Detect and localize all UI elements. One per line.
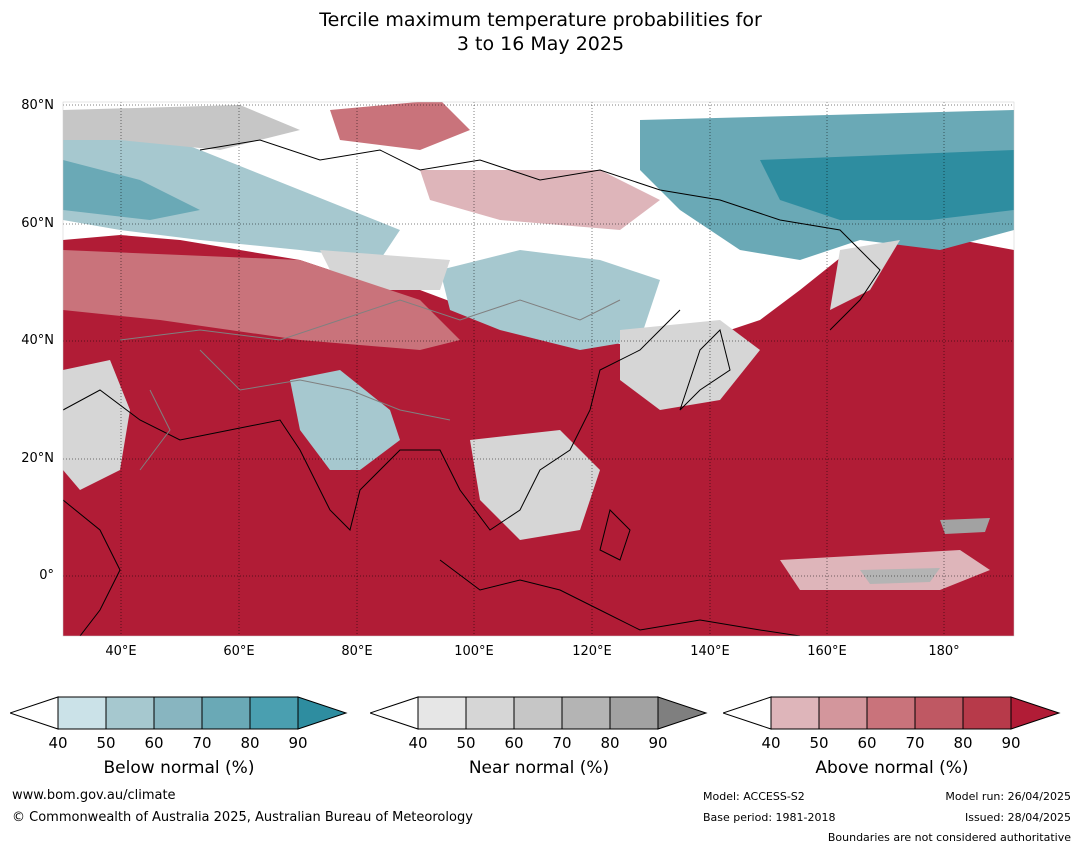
above-swatch-0: [723, 696, 772, 730]
lat-label-20n: 20°N: [21, 451, 54, 466]
lon-label-60e: 60°E: [223, 644, 255, 659]
coastlines: [63, 139, 881, 636]
colorbar-near-label: Near normal (%): [468, 758, 610, 778]
colorbar-near-ticks: 40 50 60 70 80 90: [370, 732, 708, 752]
lon-label-160e: 160°E: [807, 644, 847, 659]
below-swatch-2: [105, 696, 155, 730]
base-period: Base period: 1981-2018: [703, 811, 836, 824]
near-swatch-4: [561, 696, 611, 730]
issued-date: Issued: 28/04/2025: [964, 811, 1071, 824]
near-normal-arabia: [63, 360, 130, 490]
below-normal-east-strong: [760, 150, 1014, 220]
below-swatch-1: [57, 696, 107, 730]
tick-label: 90: [1001, 734, 1021, 752]
near-normal-pacific-2: [940, 518, 990, 534]
below-normal-west: [63, 120, 400, 260]
colorbar-above-ticks: 40 50 60 70 80 90: [723, 732, 1061, 752]
lon-label-100e: 100°E: [454, 644, 494, 659]
above-normal-midband: [63, 250, 460, 350]
copyright-text: © Commonwealth of Australia 2025, Austra…: [12, 810, 473, 825]
tick-label: 40: [48, 734, 68, 752]
tick-label: 70: [192, 734, 212, 752]
colorbar-above-swatches: [723, 696, 1061, 730]
lat-label-60n: 60°N: [21, 216, 54, 231]
tick-label: 70: [905, 734, 925, 752]
chart-title: Tercile maximum temperature probabilitie…: [0, 8, 1081, 56]
tick-label: 50: [809, 734, 829, 752]
colorbar-below-label: Below normal (%): [103, 758, 255, 778]
probability-map: [62, 101, 1015, 637]
tick-label: 70: [552, 734, 572, 752]
above-swatch-4: [914, 696, 964, 730]
near-normal-north: [63, 105, 300, 150]
near-normal-seasia: [470, 430, 600, 540]
tick-label: 60: [857, 734, 877, 752]
tick-label: 80: [600, 734, 620, 752]
tick-label: 90: [648, 734, 668, 752]
near-swatch-3: [513, 696, 563, 730]
tick-label: 60: [504, 734, 524, 752]
below-normal-india: [290, 370, 400, 470]
colorbar-near-normal: 40 50 60 70 80 90 Near normal (%): [370, 696, 708, 778]
tick-label: 60: [144, 734, 164, 752]
tick-label: 40: [761, 734, 781, 752]
below-normal-west-strong: [63, 160, 200, 220]
below-swatch-0: [10, 696, 59, 730]
country-borders: [119, 299, 621, 471]
above-swatch-6: [1010, 696, 1061, 730]
colorbar-below-ticks: 40 50 60 70 80 90: [10, 732, 348, 752]
above-swatch-2: [818, 696, 868, 730]
tick-label: 80: [953, 734, 973, 752]
colorbar-below-swatches: [10, 696, 348, 730]
tick-label: 80: [240, 734, 260, 752]
below-swatch-3: [153, 696, 203, 730]
lon-label-80e: 80°E: [341, 644, 373, 659]
above-swatch-5: [962, 696, 1012, 730]
near-normal-japan: [620, 320, 760, 410]
colorbar-near-swatches: [370, 696, 708, 730]
graticule: [63, 102, 1014, 636]
model-run-date: Model run: 26/04/2025: [945, 790, 1071, 803]
below-swatch-4: [201, 696, 251, 730]
lon-label-180: 180°: [928, 644, 960, 659]
map-area: 80°N 60°N 40°N 20°N 0° 40°E 60°E 80°E 10…: [0, 90, 1081, 670]
tick-label: 50: [456, 734, 476, 752]
tick-label: 50: [96, 734, 116, 752]
colorbar-above-normal: 40 50 60 70 80 90 Above normal (%): [723, 696, 1061, 778]
above-normal-siberia: [420, 170, 660, 230]
above-swatch-1: [770, 696, 820, 730]
model-name: Model: ACCESS-S2: [703, 790, 805, 803]
lat-label-40n: 40°N: [21, 333, 54, 348]
near-normal-japan-east: [830, 240, 900, 310]
lon-label-140e: 140°E: [690, 644, 730, 659]
below-swatch-6: [297, 696, 348, 730]
lon-label-120e: 120°E: [572, 644, 612, 659]
near-swatch-5: [609, 696, 659, 730]
lat-label-0: 0°: [39, 568, 54, 583]
tick-label: 90: [288, 734, 308, 752]
near-swatch-6: [657, 696, 708, 730]
boundaries-disclaimer: Boundaries are not considered authoritat…: [827, 831, 1071, 844]
map-field: [63, 102, 1014, 636]
near-swatch-1: [417, 696, 467, 730]
near-swatch-0: [370, 696, 419, 730]
near-swatch-2: [465, 696, 515, 730]
lon-label-40e: 40°E: [105, 644, 137, 659]
below-normal-central: [440, 250, 660, 350]
title-line-1: Tercile maximum temperature probabilitie…: [319, 9, 762, 31]
below-swatch-5: [249, 696, 299, 730]
lat-label-80n: 80°N: [21, 98, 54, 113]
title-line-2: 3 to 16 May 2025: [456, 33, 625, 55]
map-frame: [62, 101, 1015, 637]
colorbar-below-normal: 40 50 60 70 80 90 Below normal (%): [10, 696, 348, 778]
colorbar-above-label: Above normal (%): [815, 758, 969, 778]
above-normal-arctic: [330, 102, 470, 150]
tick-label: 40: [408, 734, 428, 752]
above-swatch-3: [866, 696, 916, 730]
bom-website-link[interactable]: www.bom.gov.au/climate: [12, 788, 176, 803]
